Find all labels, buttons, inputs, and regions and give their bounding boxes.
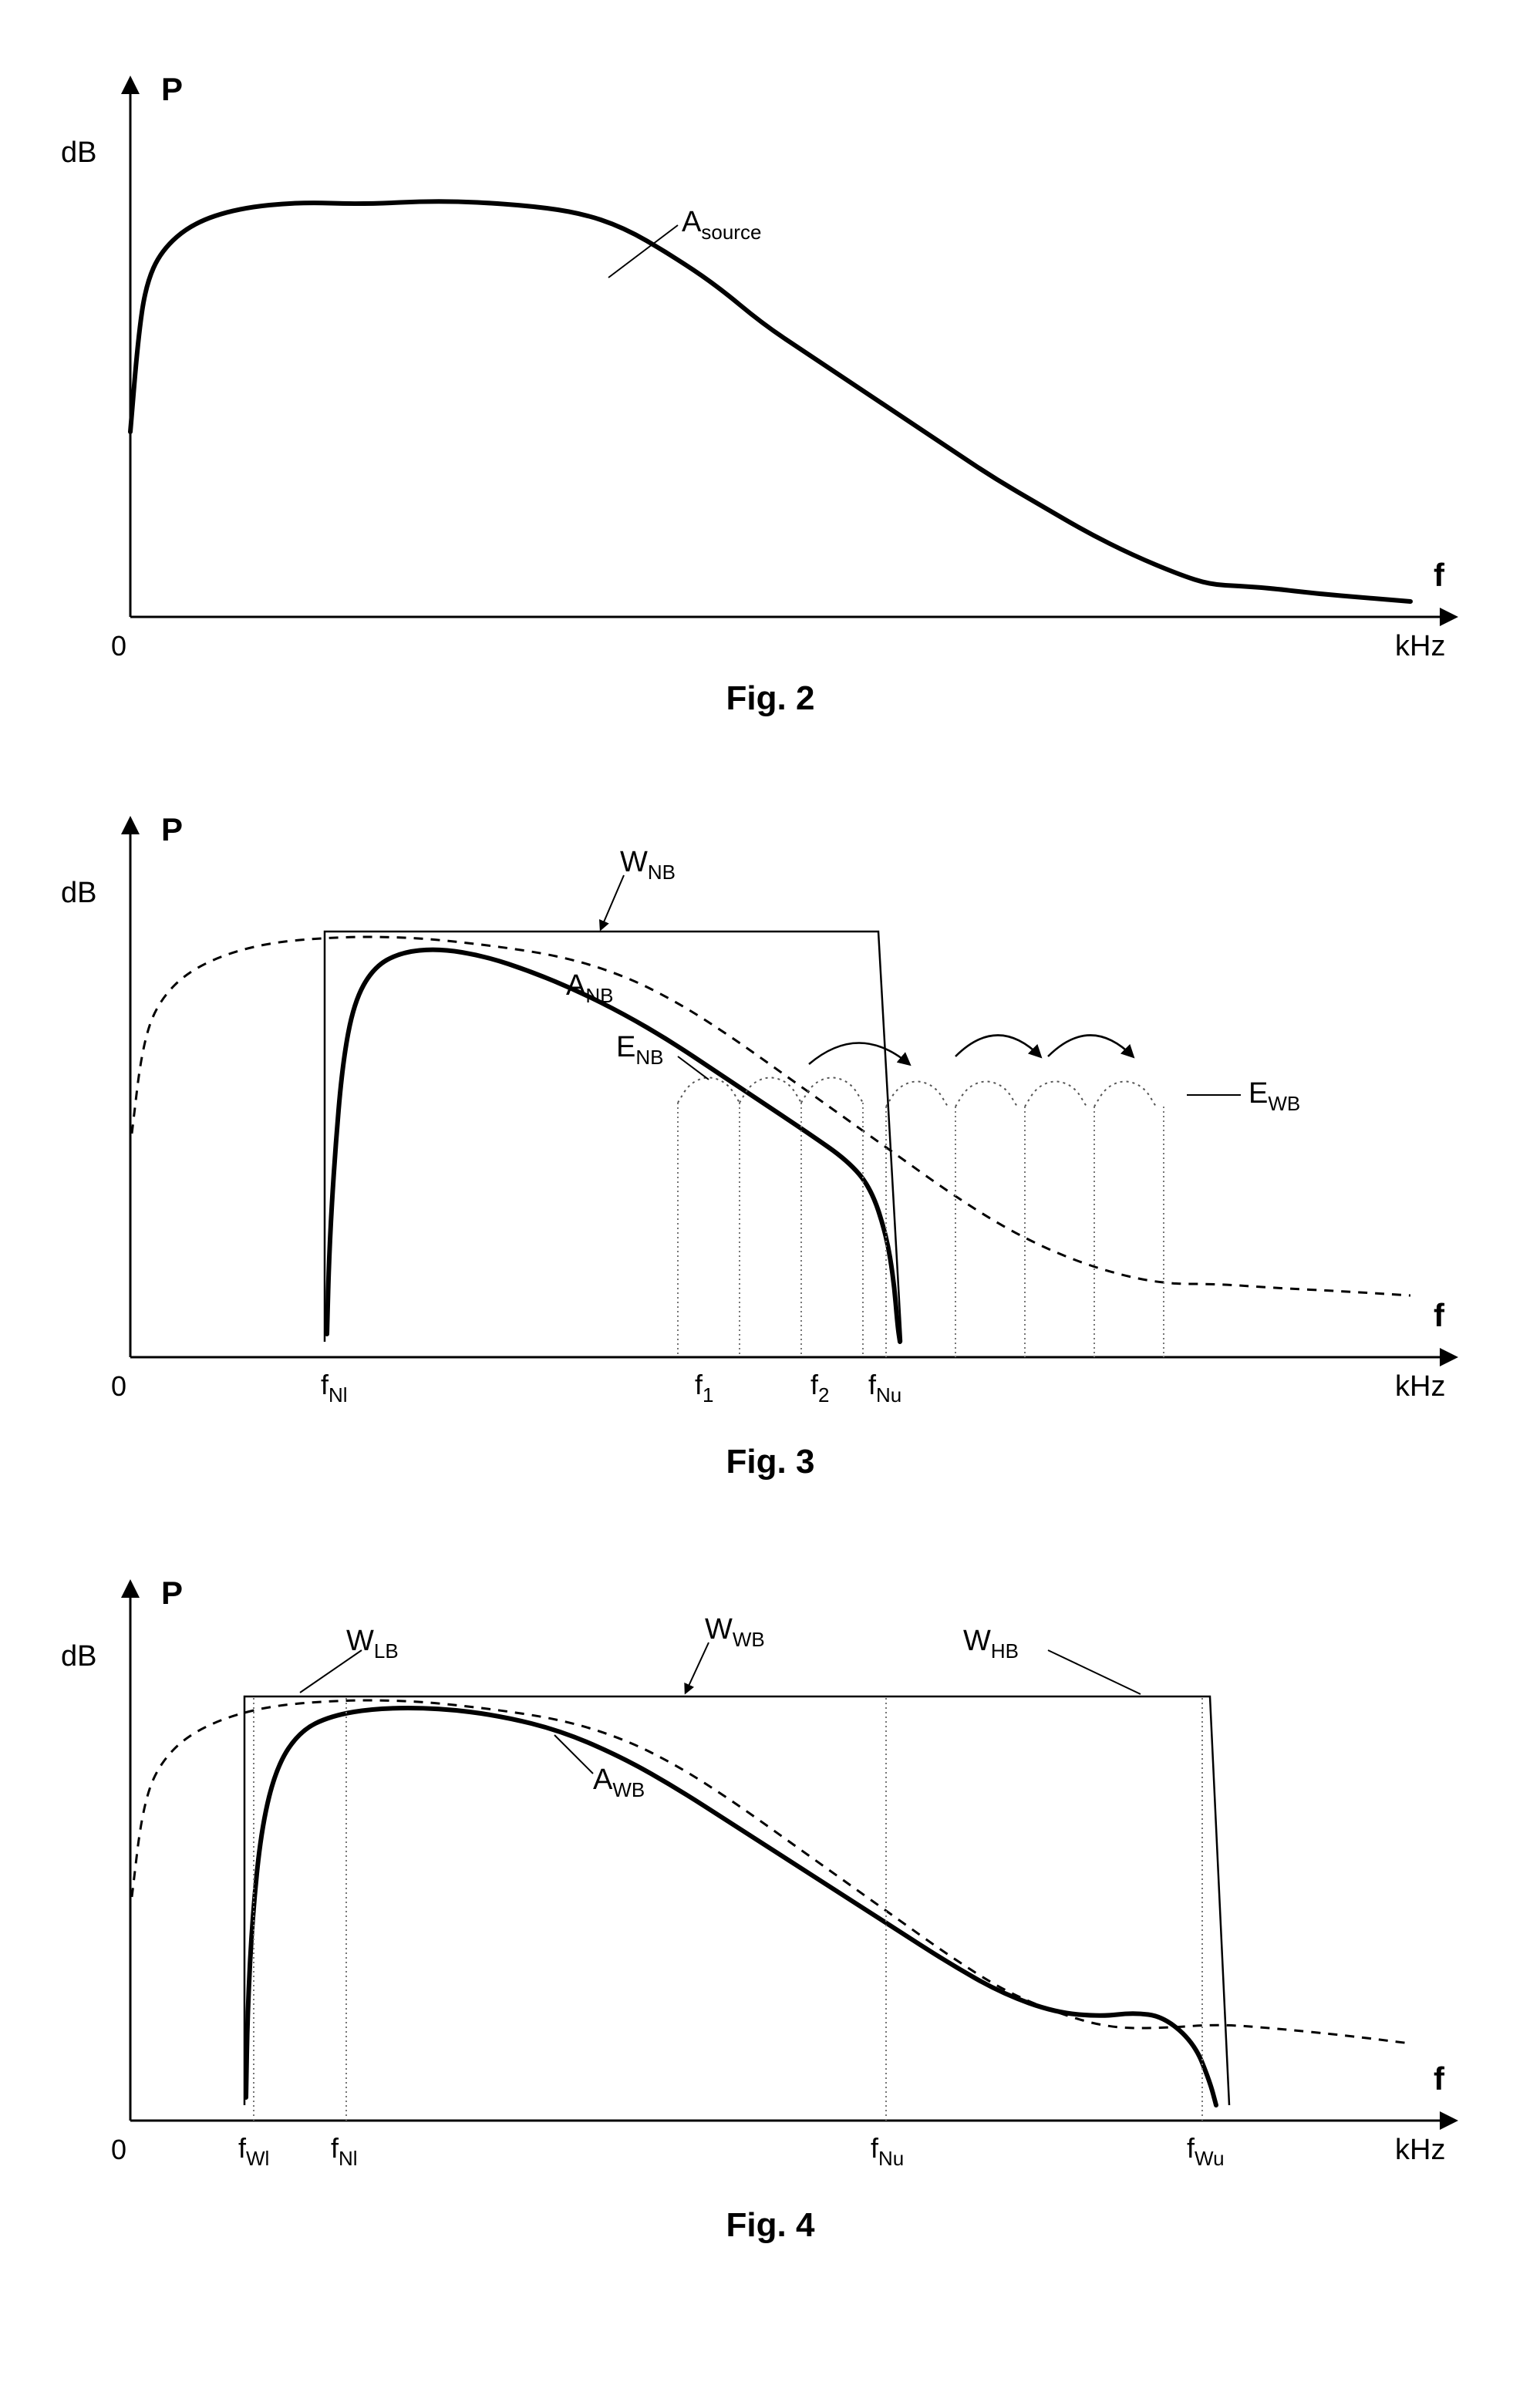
anb-label: ANB bbox=[566, 969, 613, 1007]
enb-envelope bbox=[678, 1078, 863, 1103]
copy-arrows bbox=[809, 1036, 1133, 1065]
y-axis-unit: dB bbox=[61, 136, 96, 169]
enb-callout bbox=[678, 1056, 709, 1080]
anb-callout bbox=[516, 968, 562, 983]
figure-page: P dB f kHz 0 Asource Fig. 2 P dB f kHz 0… bbox=[38, 31, 1503, 2252]
wwb-window bbox=[244, 1696, 1229, 2105]
wnb-callout bbox=[601, 875, 624, 929]
origin-label: 0 bbox=[111, 2134, 126, 2165]
x-axis-title: f bbox=[1434, 2060, 1445, 2097]
fig-3: P dB f kHz 0 fNlf1f2fNu WNB ANB ENB EWB … bbox=[38, 771, 1503, 1488]
svg-text:fNl: fNl bbox=[321, 1369, 348, 1407]
origin-label: 0 bbox=[111, 630, 126, 662]
x-axis-unit: kHz bbox=[1395, 1370, 1445, 1403]
svg-text:fNu: fNu bbox=[871, 2132, 904, 2170]
x-axis-title: f bbox=[1434, 557, 1445, 593]
fig2-caption: Fig. 2 bbox=[726, 679, 814, 717]
x-tick-labels: fWl fNl fNu fWu bbox=[238, 2132, 1225, 2170]
whb-label: WHB bbox=[963, 1625, 1019, 1663]
source-curve bbox=[130, 201, 1410, 601]
fig-2: P dB f kHz 0 Asource Fig. 2 bbox=[38, 31, 1503, 725]
fig-4: P dB f kHz 0 fWl fNl fNu fWu WLB WWB WHB AW… bbox=[38, 1535, 1503, 2252]
wlb-label: WLB bbox=[346, 1625, 399, 1663]
ewb-label: EWB bbox=[1249, 1077, 1300, 1115]
x-axis-title: f bbox=[1434, 1297, 1445, 1333]
svg-text:fNl: fNl bbox=[331, 2132, 358, 2170]
y-axis-title: P bbox=[161, 1575, 183, 1611]
origin-label: 0 bbox=[111, 1370, 126, 1402]
y-axis-title: P bbox=[161, 811, 183, 847]
svg-text:fWl: fWl bbox=[238, 2132, 269, 2170]
fig3-caption: Fig. 3 bbox=[726, 1443, 814, 1481]
awb-label: AWB bbox=[593, 1764, 645, 1801]
frequency-marker-lines bbox=[254, 1698, 1202, 2121]
svg-text:f1: f1 bbox=[695, 1369, 713, 1407]
y-axis-title: P bbox=[161, 71, 183, 107]
wwb-callout bbox=[686, 1642, 709, 1693]
ewb-vlines bbox=[886, 1107, 1164, 1357]
whb-callout bbox=[1048, 1650, 1141, 1694]
wwb-label: WWB bbox=[705, 1613, 765, 1651]
fig4-caption: Fig. 4 bbox=[726, 2206, 814, 2244]
svg-text:f2: f2 bbox=[810, 1369, 829, 1407]
y-axis-unit: dB bbox=[61, 1640, 96, 1673]
svg-text:fNu: fNu bbox=[868, 1369, 901, 1407]
awb-curve bbox=[246, 1708, 1216, 2105]
anb-curve bbox=[327, 950, 900, 1342]
dashed-source-curve bbox=[132, 937, 1410, 1295]
x-axis-unit: kHz bbox=[1395, 2134, 1445, 2166]
enb-vlines bbox=[678, 1103, 863, 1357]
enb-label: ENB bbox=[616, 1031, 663, 1069]
x-tick-labels: fNl f1 f2 fNu bbox=[321, 1369, 901, 1407]
wnb-label: WNB bbox=[620, 846, 676, 884]
a-source-label: Asource bbox=[682, 206, 761, 244]
svg-text:fWu: fWu bbox=[1187, 2132, 1225, 2170]
y-axis-unit: dB bbox=[61, 877, 96, 909]
ewb-envelope bbox=[886, 1082, 1156, 1107]
x-axis-unit: kHz bbox=[1395, 630, 1445, 662]
